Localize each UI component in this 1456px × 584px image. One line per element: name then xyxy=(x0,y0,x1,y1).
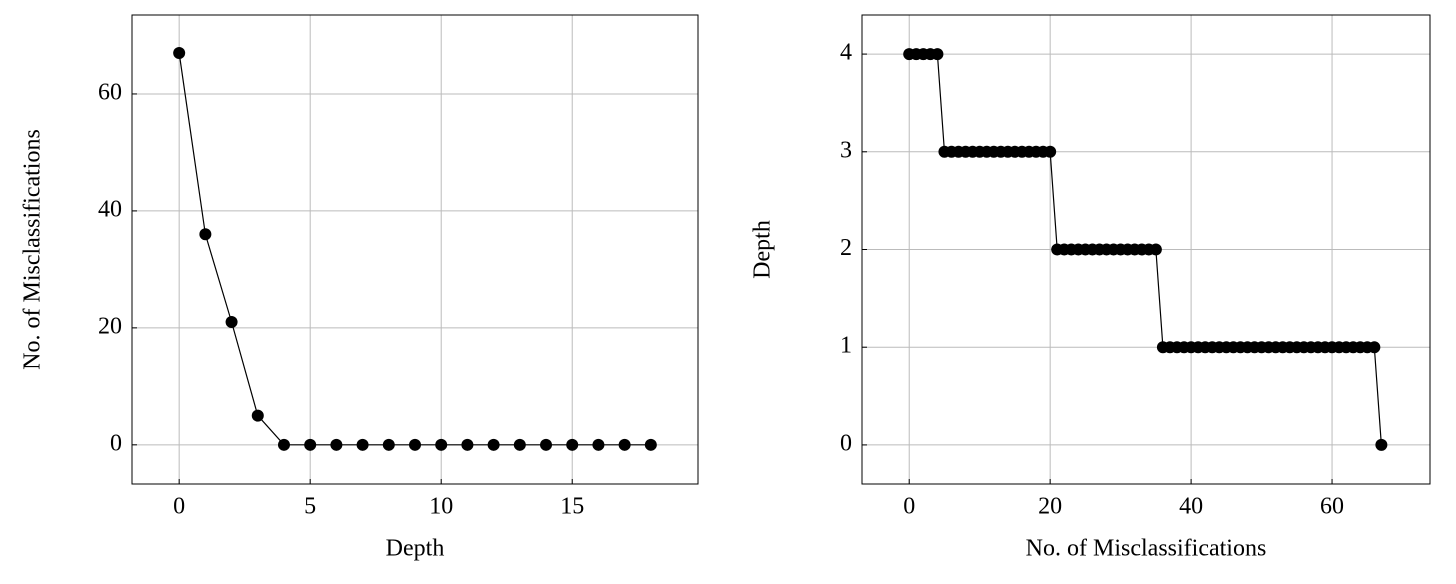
data-point xyxy=(304,438,317,451)
data-point xyxy=(618,438,631,451)
y-tick-label: 3 xyxy=(840,137,852,163)
x-axis-label: Depth xyxy=(386,536,445,562)
y-tick-label: 0 xyxy=(110,430,122,456)
data-point xyxy=(173,47,186,60)
data-point xyxy=(461,438,474,451)
y-tick-label: 60 xyxy=(98,79,122,105)
data-point xyxy=(513,438,526,451)
data-point xyxy=(540,438,553,451)
data-point xyxy=(277,438,290,451)
x-tick-label: 20 xyxy=(1038,494,1062,520)
data-point xyxy=(1375,438,1388,451)
data-point xyxy=(1368,341,1381,354)
data-point xyxy=(199,228,212,241)
x-tick-label: 40 xyxy=(1179,494,1203,520)
data-point xyxy=(330,438,343,451)
data-point xyxy=(931,48,944,61)
x-axis-label: No. of Misclassifications xyxy=(1026,536,1267,562)
x-tick-label: 5 xyxy=(304,494,316,520)
data-point xyxy=(409,438,421,451)
data-point xyxy=(487,438,500,451)
data-point xyxy=(225,316,238,329)
data-point xyxy=(592,438,605,451)
y-axis-label: Depth xyxy=(750,220,776,279)
y-tick-label: 4 xyxy=(840,40,852,66)
data-point xyxy=(356,438,369,451)
y-tick-label: 1 xyxy=(840,333,852,359)
data-point xyxy=(382,438,395,451)
y-tick-label: 20 xyxy=(98,313,122,339)
data-point xyxy=(251,409,264,422)
x-tick-label: 60 xyxy=(1320,494,1344,520)
plot-frame xyxy=(131,14,699,485)
y-axis-label: No. of Misclassifications xyxy=(20,129,46,370)
x-tick-label: 15 xyxy=(560,494,584,520)
data-point xyxy=(644,438,657,451)
x-tick-label: 0 xyxy=(903,494,915,520)
data-point xyxy=(566,438,579,451)
y-tick-label: 2 xyxy=(840,235,852,261)
x-tick-label: 0 xyxy=(173,494,185,520)
data-point xyxy=(1044,145,1057,158)
plot-frame xyxy=(861,14,1431,485)
y-tick-label: 40 xyxy=(98,196,122,222)
data-point xyxy=(435,438,448,451)
x-tick-label: 10 xyxy=(429,494,453,520)
data-point xyxy=(1149,243,1162,256)
y-tick-label: 0 xyxy=(840,430,852,456)
data-line xyxy=(178,52,651,446)
